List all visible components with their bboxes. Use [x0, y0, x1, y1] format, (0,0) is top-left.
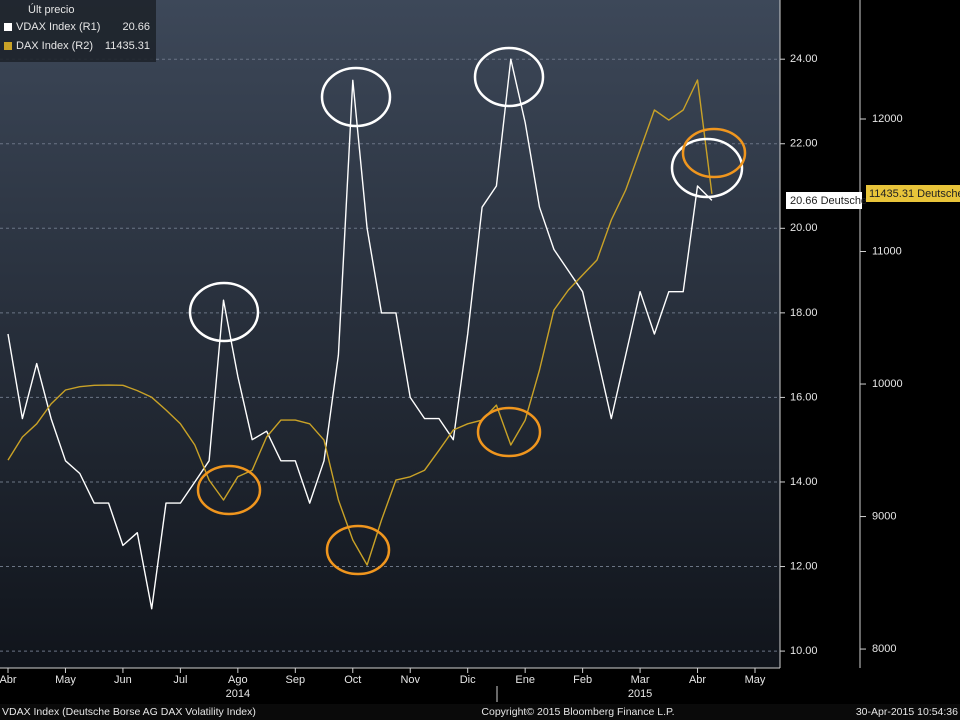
annotations: [188, 46, 747, 576]
series-line: [7, 58, 713, 610]
y-tick-label: 24.00: [790, 53, 818, 65]
x-tick-label: Sep: [286, 674, 306, 686]
legend-box: [0, 0, 156, 62]
y-tick-label: 14.00: [790, 476, 818, 488]
y-tick-label: 22.00: [790, 138, 818, 150]
y-tick-label: 16.00: [790, 391, 818, 403]
x-tick-label: Dic: [460, 674, 476, 686]
legend-swatch: [4, 42, 12, 50]
footer-left: VDAX Index (Deutsche Borse AG DAX Volati…: [2, 706, 256, 718]
x-tick-label: Jul: [173, 674, 187, 686]
legend-value: 20.66: [122, 21, 150, 33]
x-tick-label: May: [745, 674, 766, 686]
y2-tick-label: 12000: [872, 113, 903, 125]
circle: [681, 127, 747, 179]
circle: [320, 66, 392, 128]
circle: [473, 46, 545, 108]
last-label: 20.66 Deutsche: [790, 195, 867, 207]
y-tick-label: 10.00: [790, 645, 818, 657]
circle: [196, 464, 262, 516]
x-tick-label: Oct: [344, 674, 361, 686]
y2-tick-label: 8000: [872, 643, 896, 655]
x-tick-label: Abr: [689, 674, 706, 686]
y2-tick-label: 11000: [872, 245, 902, 257]
x-tick-label: Abr: [0, 674, 17, 686]
x-tick-label: Ene: [515, 674, 535, 686]
legend-title: Últ precio: [28, 3, 74, 16]
x-tick-label: Mar: [631, 674, 650, 686]
legend-swatch: [4, 23, 12, 31]
footer-bar: [0, 704, 960, 720]
series-line: [7, 79, 713, 566]
legend-value: 11435.31: [105, 40, 150, 52]
legend-label: DAX Index (R2): [16, 40, 93, 52]
circle: [476, 406, 542, 458]
x-tick-label: Nov: [400, 674, 420, 686]
circle: [670, 137, 744, 199]
last-label: 11435.31 Deutsche: [869, 188, 960, 200]
lines: [7, 58, 713, 610]
x-tick-label: May: [55, 674, 76, 686]
last-label-box: [786, 192, 862, 209]
y-tick-label: 18.00: [790, 307, 818, 319]
year-label: 2015: [628, 688, 652, 700]
footer-right: 30-Apr-2015 10:54:36: [856, 706, 958, 718]
y2-tick-label: 9000: [872, 510, 896, 522]
legend-label: VDAX Index (R1): [16, 21, 100, 33]
footer-center: Copyright© 2015 Bloomberg Finance L.P.: [481, 706, 674, 718]
y-tick-label: 20.00: [790, 222, 818, 234]
year-label: 2014: [226, 688, 250, 700]
last-label-box: [866, 185, 960, 202]
circle: [325, 524, 391, 576]
y-tick-label: 12.00: [790, 560, 818, 572]
legend: Últ precio VDAX Index (R1) 20.66 DAX Ind…: [0, 0, 156, 62]
circle: [188, 281, 260, 343]
x-tick-label: Jun: [114, 674, 132, 686]
x-tick-label: Ago: [228, 674, 248, 686]
x-tick-label: Feb: [573, 674, 592, 686]
y2-tick-label: 10000: [872, 378, 903, 390]
plot-area: [0, 0, 780, 668]
